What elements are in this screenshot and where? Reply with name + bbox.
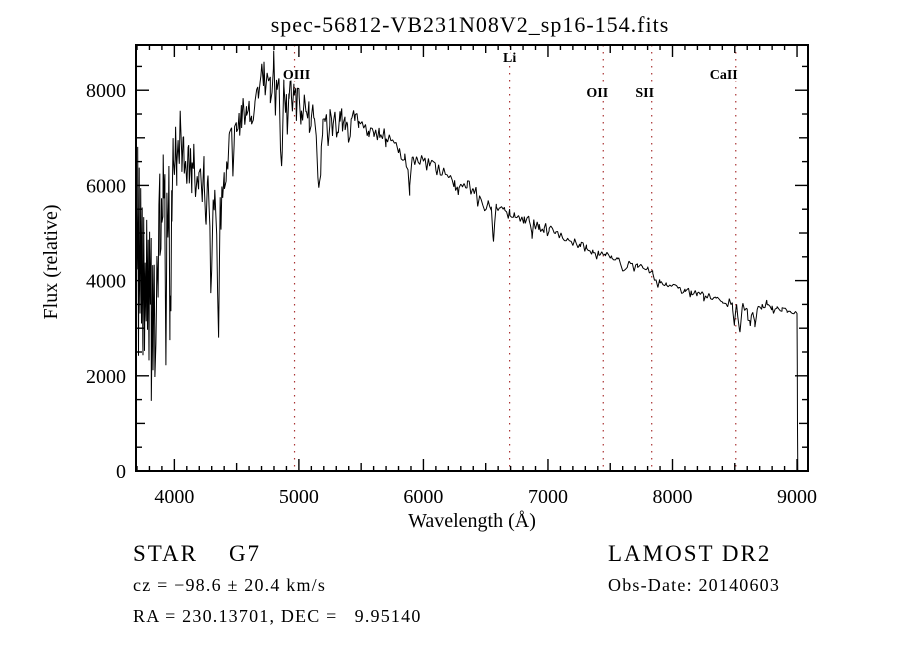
- cz-velocity-text: cz = −98.6 ± 20.4 km/s: [133, 575, 326, 595]
- obs-date-text: Obs-Date: 20140603: [608, 575, 780, 595]
- x-tick-label: 7000: [528, 486, 568, 508]
- spectral-line-label-sii: SII: [635, 86, 654, 101]
- spectral-line-label-oiii: OIII: [283, 68, 310, 83]
- spectrum-trace: [136, 50, 799, 471]
- plot-frame: [135, 44, 809, 472]
- plot-area: 4000 5000 6000 7000 8000 9000 0 2000 4000 6000 800…: [86, 44, 817, 508]
- x-tick-label: 8000: [653, 486, 693, 508]
- object-class-text: STAR G7: [133, 541, 261, 566]
- y-tick-label: 6000: [86, 175, 126, 197]
- spectral-line-label-oii: OII: [586, 86, 608, 101]
- y-tick-label: 0: [116, 461, 126, 483]
- spectral-line-label-caii: CaII: [710, 68, 738, 83]
- x-axis-label: Wavelength (Å): [408, 510, 536, 532]
- y-axis-label: Flux (relative): [40, 205, 62, 320]
- survey-release-text: LAMOST DR2: [608, 541, 771, 566]
- y-tick-label: 2000: [86, 366, 126, 388]
- x-tick-label: 5000: [279, 486, 319, 508]
- chart-title: spec-56812-VB231N08V2_sp16-154.fits: [271, 12, 670, 37]
- ra-dec-text: RA = 230.13701, DEC = 9.95140: [133, 606, 422, 626]
- x-tick-label: 9000: [777, 486, 817, 508]
- x-tick-label: 6000: [403, 486, 443, 508]
- y-tick-label: 8000: [86, 80, 126, 102]
- y-tick-label: 4000: [86, 271, 126, 293]
- spectral-line-label-li: Li: [503, 51, 516, 66]
- x-tick-label: 4000: [154, 486, 194, 508]
